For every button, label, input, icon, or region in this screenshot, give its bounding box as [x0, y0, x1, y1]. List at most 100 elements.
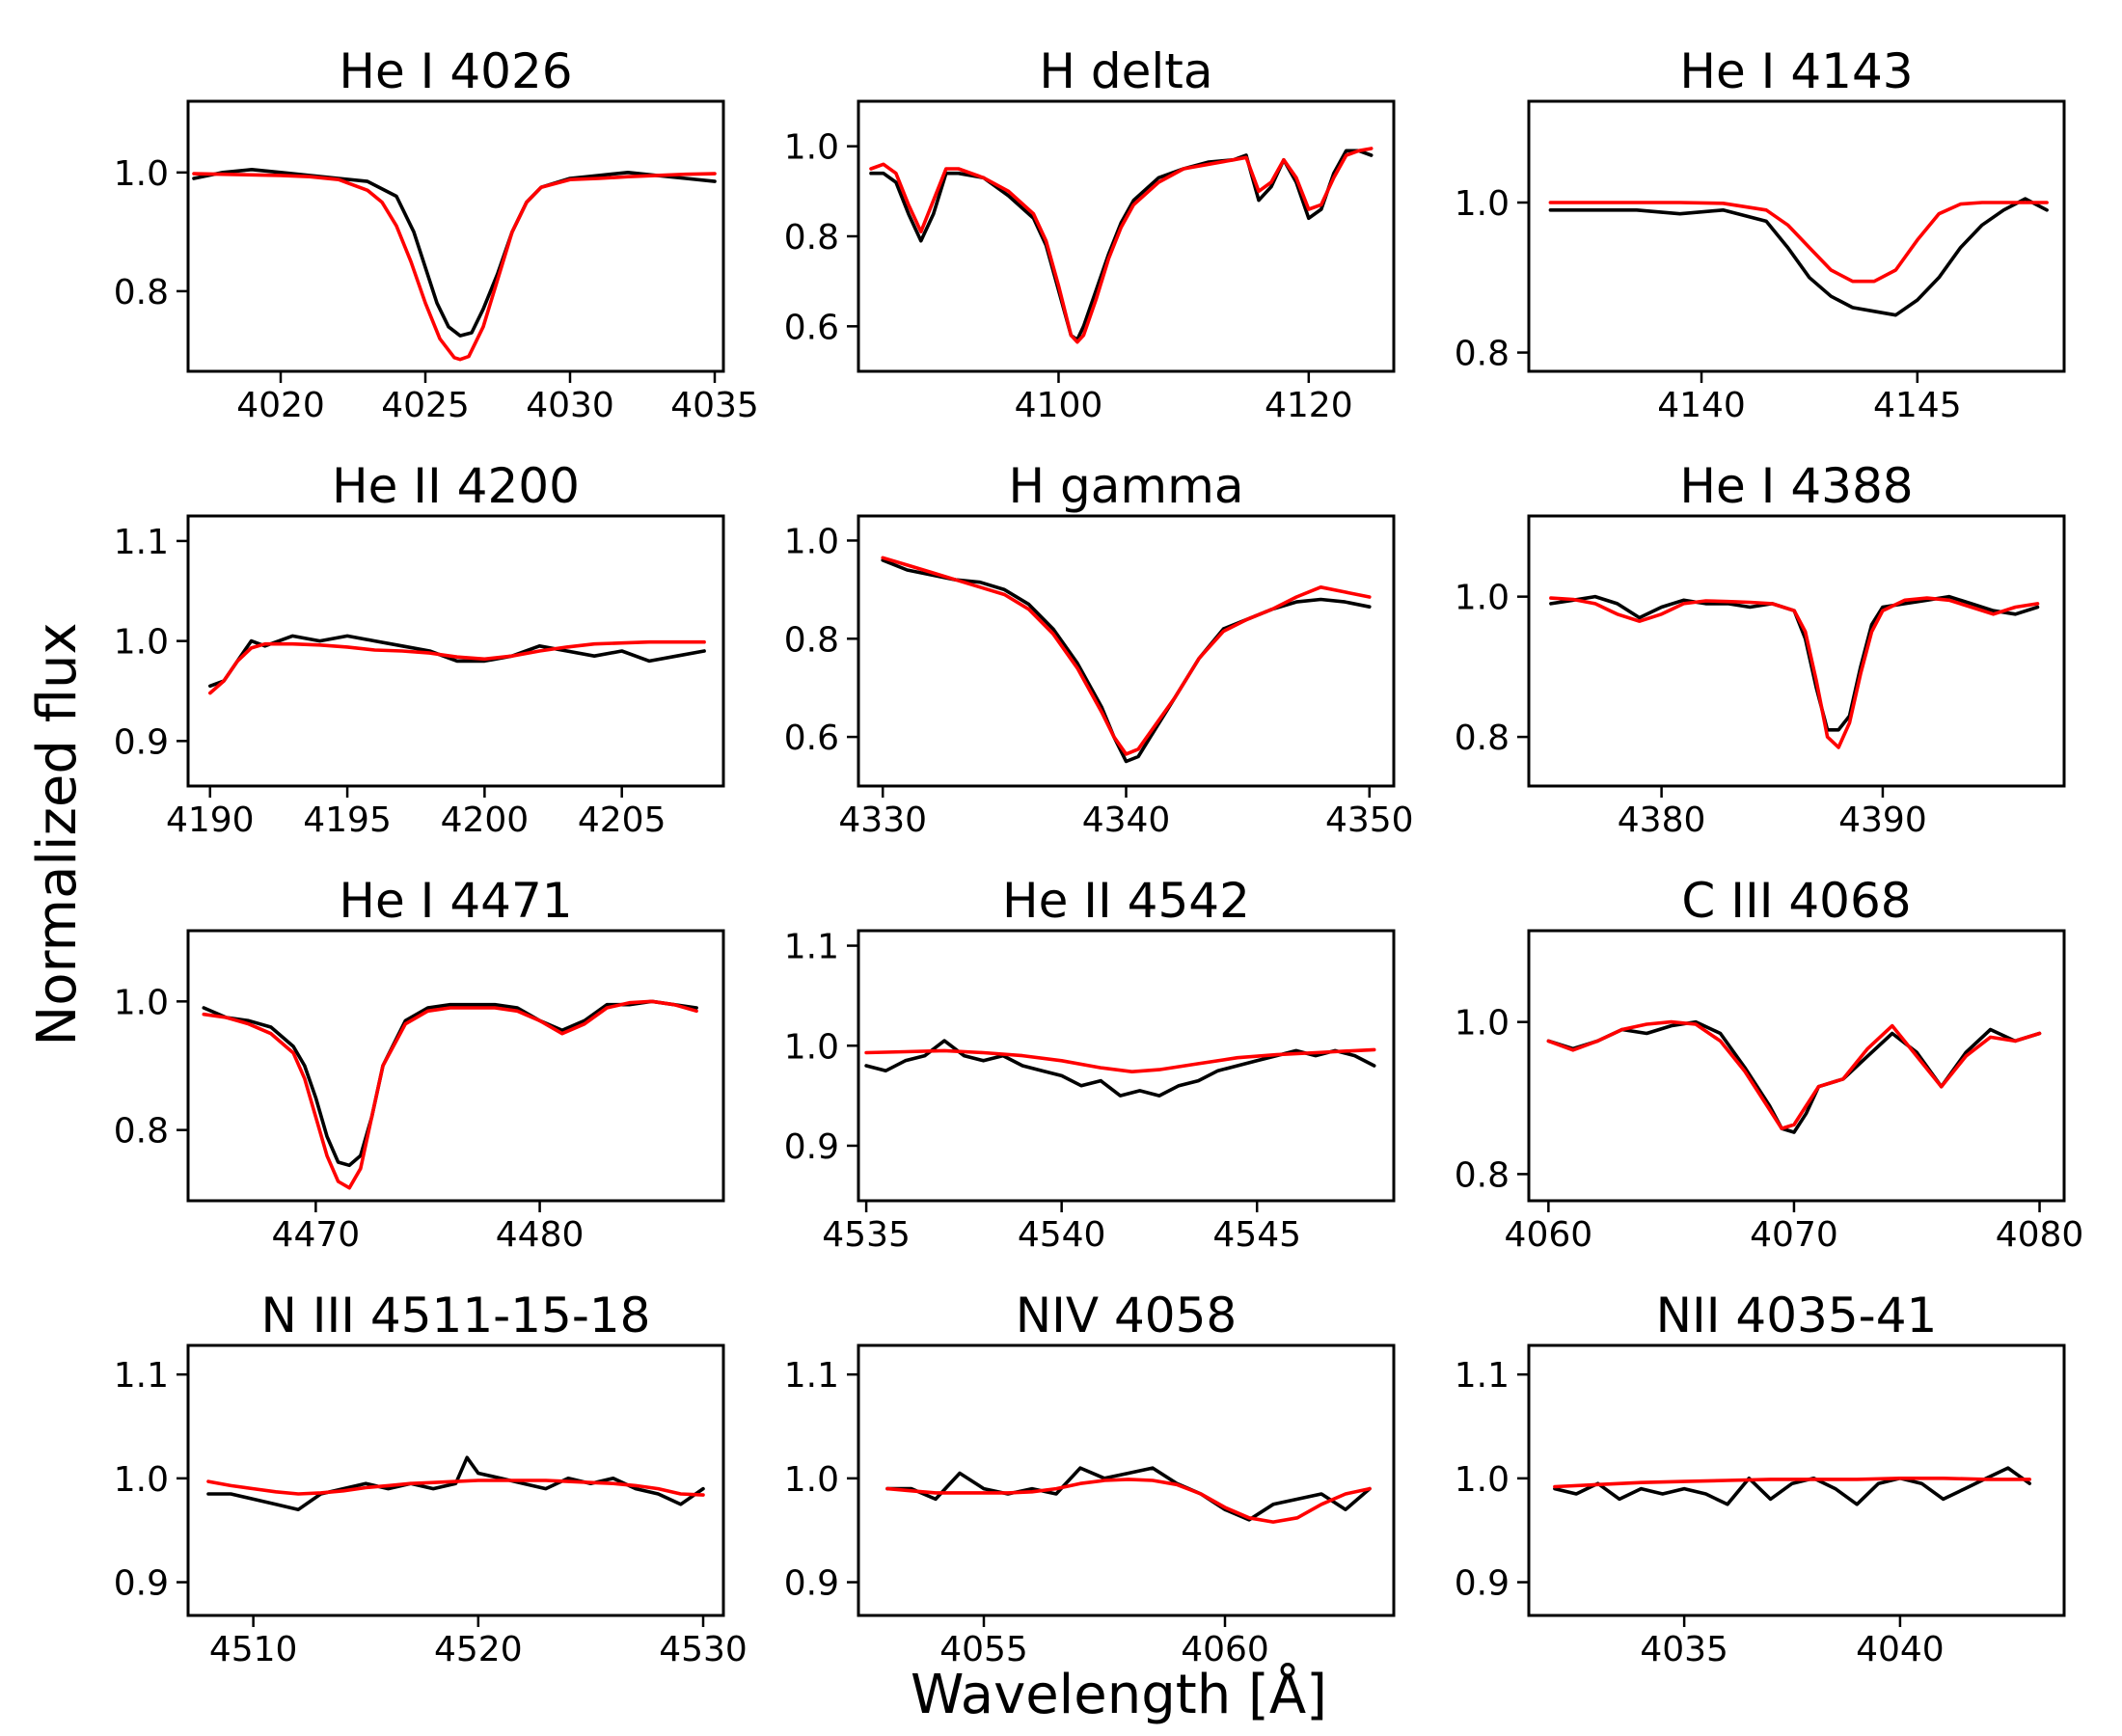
x-tick-label: 4060: [1505, 1215, 1593, 1255]
y-tick-label: 1.0: [784, 522, 839, 561]
observed-spectrum-line: [885, 1466, 1372, 1522]
spectrum-panel: He II 4542 4535 4540 4545 0.9 1.0 1.1: [784, 873, 1396, 1255]
x-tick-label: 4040: [1856, 1630, 1945, 1669]
plot-area: [864, 1039, 1376, 1098]
x-tick-label: 4070: [1750, 1215, 1838, 1255]
y-tick-label: 1.0: [114, 983, 169, 1022]
panel-title: He I 4143: [1679, 43, 1913, 99]
y-tick-label: 0.9: [114, 722, 169, 762]
y-tick-label: 1.1: [114, 1356, 169, 1396]
spectrum-panel: He I 4026 4020 4025 4030 4035 0.8 1.0: [114, 43, 759, 425]
panel-title: He I 4471: [339, 873, 572, 929]
x-tick-label: 4205: [578, 800, 667, 840]
plot-area: [869, 147, 1374, 344]
x-tick-label: 4330: [838, 800, 927, 840]
model-spectrum-line: [869, 147, 1374, 344]
x-tick-label: 4020: [236, 386, 325, 425]
axes-frame: [186, 514, 725, 788]
x-tick-label: 4195: [303, 800, 392, 840]
panel-title: NIV 4058: [1016, 1288, 1238, 1343]
spectrum-panel: H delta 4100 4120 0.6 0.8 1.0: [784, 43, 1396, 425]
model-spectrum-line: [1548, 201, 2049, 284]
axes-frame: [1527, 929, 2066, 1203]
spectrum-panel: He I 4471 4470 4480 0.8 1.0: [114, 873, 725, 1255]
model-spectrum-line: [206, 1478, 705, 1497]
panel-title: He II 4200: [332, 458, 580, 514]
axes-frame: [1527, 514, 2066, 788]
panel-title: C III 4068: [1681, 873, 1911, 929]
y-tick-label: 1.0: [1455, 184, 1510, 224]
y-tick-label: 0.6: [784, 719, 839, 758]
y-tick-label: 0.9: [784, 1127, 839, 1167]
plot-area: [192, 168, 717, 362]
model-spectrum-line: [881, 556, 1372, 756]
spectrum-panel: NII 4035-41 4035 4040 0.9 1.0 1.1: [1455, 1288, 2066, 1669]
y-tick-label: 1.0: [114, 154, 169, 194]
model-spectrum-line: [192, 172, 717, 362]
y-tick-label: 0.9: [784, 1564, 839, 1604]
axes-frame: [857, 514, 1396, 788]
panel-title: He I 4026: [339, 43, 572, 99]
y-tick-label: 1.0: [784, 128, 839, 168]
y-tick-label: 0.9: [114, 1564, 169, 1604]
panel-title: NII 4035-41: [1656, 1288, 1938, 1343]
model-spectrum-line: [208, 639, 706, 695]
x-tick-label: 4510: [209, 1630, 298, 1669]
x-tick-label: 4080: [1996, 1215, 2084, 1255]
y-tick-label: 0.8: [784, 218, 839, 258]
panel-title: N III 4511-15-18: [260, 1288, 650, 1343]
spectrum-panel: He I 4388 4380 4390 0.8 1.0: [1455, 458, 2066, 840]
y-tick-label: 0.8: [114, 273, 169, 312]
observed-spectrum-line: [1546, 1019, 2042, 1134]
y-tick-label: 0.6: [784, 308, 839, 347]
x-tick-label: 4390: [1838, 800, 1927, 840]
y-tick-label: 0.9: [1455, 1564, 1510, 1604]
y-tick-label: 1.1: [1455, 1356, 1510, 1396]
figure-x-axis-label: Wavelength [Å]: [911, 1663, 1327, 1726]
axes-frame: [857, 99, 1396, 373]
axes-frame: [186, 1343, 725, 1617]
observed-spectrum-line: [208, 634, 706, 689]
plot-area: [1549, 594, 2040, 749]
observed-spectrum-line: [202, 999, 698, 1168]
figure-y-axis-label: Normalized flux: [26, 622, 89, 1045]
model-spectrum-line: [864, 1047, 1376, 1073]
observed-spectrum-line: [864, 1039, 1376, 1098]
panel-title: He I 4388: [1679, 458, 1913, 514]
plot-area: [881, 556, 1372, 764]
y-tick-label: 1.1: [784, 928, 839, 967]
plot-area: [208, 634, 706, 695]
plot-area: [202, 999, 698, 1190]
y-tick-label: 0.8: [1455, 1155, 1510, 1195]
plot-area: [1548, 197, 2049, 317]
spectrum-panel: He II 4200 4190 4195 4200 4205 0.9 1.0 1.1: [114, 458, 725, 840]
y-tick-label: 1.1: [784, 1356, 839, 1396]
x-tick-label: 4380: [1618, 800, 1706, 840]
x-tick-label: 4350: [1325, 800, 1414, 840]
x-tick-label: 4540: [1018, 1215, 1106, 1255]
x-tick-label: 4030: [526, 386, 614, 425]
model-spectrum-line: [202, 999, 698, 1190]
panel-grid: He I 4026 4020 4025 4030 4035 0.8 1.0 H delta 41…: [114, 43, 2084, 1669]
y-tick-label: 0.8: [1455, 719, 1510, 758]
x-tick-label: 4060: [1181, 1630, 1269, 1669]
spectrum-panel: N III 4511-15-18 4510 4520 4530 0.9 1.0 1.1: [114, 1288, 748, 1669]
x-tick-label: 4200: [441, 800, 530, 840]
y-tick-label: 1.0: [114, 1460, 169, 1500]
x-tick-label: 4055: [939, 1630, 1028, 1669]
spectrum-panel: He I 4143 4140 4145 0.8 1.0: [1455, 43, 2066, 425]
plot-area: [885, 1466, 1372, 1524]
observed-spectrum-line: [192, 168, 717, 338]
model-spectrum-line: [885, 1478, 1372, 1524]
model-spectrum-line: [1553, 1477, 2031, 1489]
plot-area: [1553, 1466, 2031, 1506]
y-tick-label: 0.8: [784, 620, 839, 660]
model-spectrum-line: [1546, 1019, 2042, 1130]
axes-frame: [857, 1343, 1396, 1617]
panel-title: He II 4542: [1002, 873, 1250, 929]
x-tick-label: 4145: [1873, 386, 1962, 425]
y-tick-label: 1.1: [114, 523, 169, 562]
x-tick-label: 4470: [272, 1215, 361, 1255]
observed-spectrum-line: [206, 1455, 705, 1511]
